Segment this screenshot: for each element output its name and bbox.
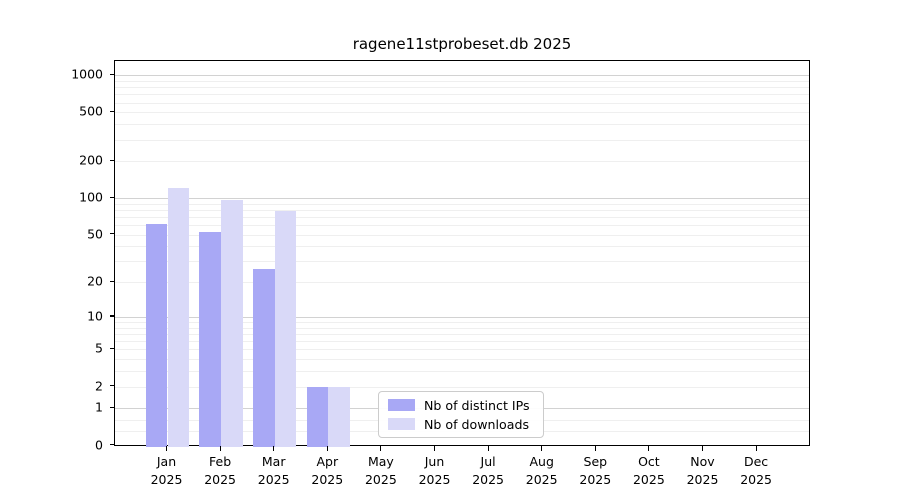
gridline-minor <box>115 217 809 219</box>
legend: Nb of distinct IPs Nb of downloads <box>378 391 544 438</box>
x-tick-label-sep: Sep 2025 <box>579 454 612 487</box>
gridline-minor <box>115 349 809 351</box>
y-tick-label: 10 <box>87 308 103 324</box>
legend-label: Nb of distinct IPs <box>424 397 530 413</box>
y-tick-label: 1000 <box>71 66 103 82</box>
gridline-minor <box>115 341 809 343</box>
y-tick-mark <box>109 385 114 387</box>
x-tick-label-dec: Dec 2025 <box>740 454 772 487</box>
bar-apr-distinct-ips <box>306 386 329 447</box>
x-tick-mark <box>380 446 382 451</box>
y-tick-label: 20 <box>87 273 103 289</box>
x-tick-mark <box>433 446 436 451</box>
y-tick-label: 5 <box>95 340 103 356</box>
x-tick-label-feb: Feb 2025 <box>204 454 236 487</box>
y-tick-mark <box>109 233 114 235</box>
bar-jan-downloads <box>167 187 190 447</box>
y-tick-label: 2 <box>95 378 103 394</box>
x-tick-label-may: May 2025 <box>364 454 397 487</box>
y-tick-label: 1 <box>95 399 103 415</box>
y-tick-mark <box>109 159 114 161</box>
y-tick-mark <box>109 315 114 317</box>
y-tick-mark <box>109 406 114 409</box>
x-tick-mark <box>594 446 596 451</box>
y-tick-mark <box>109 196 114 198</box>
gridline-minor <box>115 261 809 263</box>
legend-item: Nb of distinct IPs <box>388 398 534 413</box>
gridline-minor <box>115 124 809 126</box>
bar-feb-downloads <box>221 200 243 447</box>
gridline-minor <box>115 94 809 96</box>
y-tick-mark <box>109 444 114 446</box>
x-tick-label-jun: Jun 2025 <box>418 454 451 487</box>
y-tick-mark <box>109 73 114 75</box>
gridline-minor <box>115 87 809 89</box>
bar-jan-distinct-ips <box>145 224 168 447</box>
x-tick-label-jan: Jan 2025 <box>150 454 183 487</box>
x-tick-mark <box>273 446 275 451</box>
x-tick-mark <box>487 446 489 451</box>
gridline-minor <box>115 209 809 211</box>
gridline-minor <box>115 246 809 248</box>
gridline-minor <box>115 359 809 361</box>
y-tick-label: 500 <box>79 103 103 119</box>
x-tick-mark <box>755 446 757 451</box>
x-tick-mark <box>326 446 328 451</box>
gridline-minor <box>115 371 809 373</box>
legend-swatch-distinct-ips <box>388 399 415 411</box>
y-tick-mark <box>109 110 114 113</box>
gridline-major <box>115 316 809 318</box>
y-tick-label: 100 <box>79 189 103 205</box>
gridline-major <box>115 198 809 200</box>
legend-label: Nb of downloads <box>424 416 530 432</box>
x-tick-label-oct: Oct 2025 <box>632 454 665 487</box>
gridline-minor <box>115 203 809 205</box>
chart-title: ragene11stprobeset.db 2025 <box>352 35 572 53</box>
x-tick-mark <box>541 446 543 451</box>
x-tick-mark <box>648 446 650 451</box>
gridline-minor <box>115 282 809 284</box>
x-tick-mark <box>701 446 704 451</box>
y-tick-label: 50 <box>87 226 103 242</box>
y-tick-label: 0 <box>95 437 103 452</box>
y-tick-mark <box>109 347 114 350</box>
x-tick-label-apr: Apr 2025 <box>311 454 344 487</box>
legend-swatch-downloads <box>388 418 415 430</box>
bar-apr-downloads <box>328 386 351 447</box>
gridline-minor <box>115 102 809 104</box>
gridline-minor <box>115 234 809 236</box>
gridline-major <box>115 75 809 77</box>
gridline-minor <box>115 322 809 324</box>
bar-feb-distinct-ips <box>199 231 222 447</box>
x-tick-mark <box>219 446 221 451</box>
x-tick-mark <box>165 446 168 451</box>
x-tick-label-aug: Aug 2025 <box>525 454 558 487</box>
gridline-minor <box>115 225 809 227</box>
gridline-minor <box>115 386 809 388</box>
gridline-minor <box>115 334 809 336</box>
plot-area <box>114 59 810 447</box>
y-tick-mark <box>109 280 114 283</box>
bar-mar-distinct-ips <box>252 268 275 447</box>
legend-item: Nb of downloads <box>388 417 534 432</box>
gridline-minor <box>115 112 809 114</box>
x-tick-label-mar: Mar 2025 <box>257 454 290 487</box>
x-tick-label-nov: Nov 2025 <box>686 454 719 487</box>
gridline-minor <box>115 161 809 163</box>
gridline-minor <box>115 139 809 141</box>
gridline-minor <box>115 327 809 329</box>
gridline-minor <box>115 80 809 82</box>
x-tick-label-jul: Jul 2025 <box>472 454 504 487</box>
bar-mar-downloads <box>274 211 297 447</box>
y-tick-label: 200 <box>79 152 103 168</box>
